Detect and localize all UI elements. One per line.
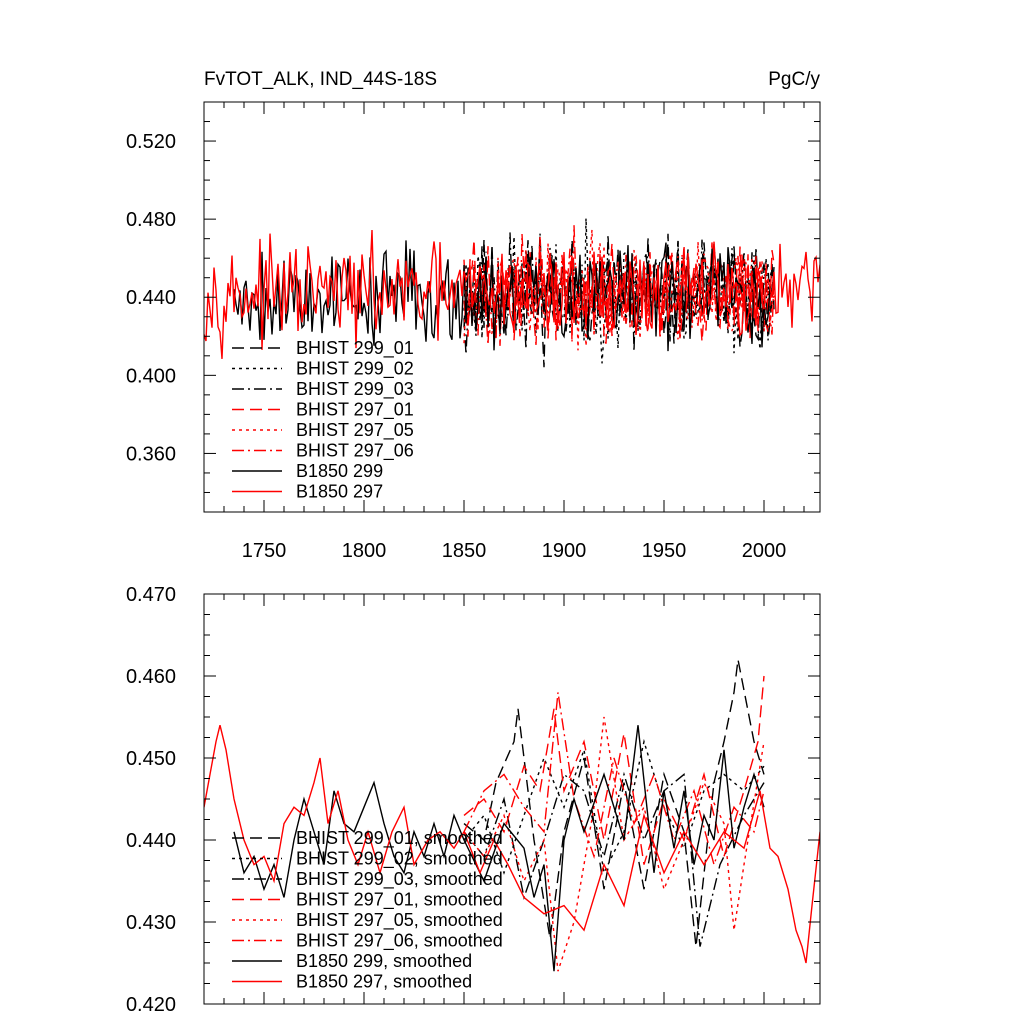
legend-label-bhist-299-01: BHIST 299_01 <box>296 338 414 359</box>
legend-label-bhist-297-01-smoothed: BHIST 297_01, smoothed <box>296 890 503 911</box>
y-tick-label: 0.470 <box>126 584 176 606</box>
legend-label-bhist-297-06: BHIST 297_06 <box>296 441 414 462</box>
y-tick-label: 0.430 <box>126 912 176 934</box>
x-tick-label: 2000 <box>742 540 787 562</box>
legend-label-bhist-299-03: BHIST 299_03 <box>296 379 414 400</box>
series-line-bhist-297-05 <box>463 229 775 351</box>
chart-title: FvTOT_ALK, IND_44S-18S <box>204 69 437 90</box>
y-tick-label: 0.480 <box>126 209 176 231</box>
legend-label-bhist-299-03-smoothed: BHIST 299_03, smoothed <box>296 869 503 890</box>
legend-label-bhist-299-01-smoothed: BHIST 299_01, smoothed <box>296 828 503 849</box>
y-tick-label: 0.520 <box>126 131 176 153</box>
series-line-b1850-297-smoothed <box>204 725 820 964</box>
bottom-chart-panel: 0.420 0.430 0.440 0.450 0.460 0.470 BHIST 299… <box>126 584 821 1016</box>
legend-label-bhist-297-05-smoothed: BHIST 297_05, smoothed <box>296 910 503 931</box>
series-line-b1850-299-smoothed <box>233 725 765 972</box>
x-tick-label: 1950 <box>642 540 687 562</box>
series-line-bhist-297-05-smoothed <box>463 716 765 972</box>
series-line-b1850-299 <box>233 240 775 352</box>
chart-units: PgC/y <box>768 69 820 90</box>
legend-label-bhist-297-01: BHIST 297_01 <box>296 400 414 421</box>
legend-label-bhist-297-05: BHIST 297_05 <box>296 420 414 441</box>
top-series-group <box>204 218 820 368</box>
legend-label-b1850-297-smoothed: B1850 297, smoothed <box>296 972 472 992</box>
series-line-bhist-299-02-smoothed <box>463 738 765 876</box>
y-tick-label: 0.440 <box>126 287 176 309</box>
legend-label-bhist-299-02-smoothed: BHIST 299_02, smoothed <box>296 849 503 870</box>
legend-label-b1850-299-smoothed: B1850 299, smoothed <box>296 951 472 971</box>
series-line-bhist-297-01-smoothed <box>463 675 765 865</box>
top-axes: 0.360 0.400 0.440 0.480 0.520 1750 1800 1850 190… <box>126 101 820 562</box>
y-tick-label: 0.360 <box>126 443 176 465</box>
y-tick-label: 0.440 <box>126 830 176 852</box>
bottom-axes: 0.420 0.430 0.440 0.450 0.460 0.470 <box>126 584 820 1016</box>
legend-label-bhist-299-02: BHIST 299_02 <box>296 359 414 380</box>
top-chart-panel: FvTOT_ALK, IND_44S-18S PgC/y 0.3600.4000… <box>126 69 821 562</box>
y-tick-label: 0.450 <box>126 748 176 770</box>
x-tick-label: 1800 <box>342 540 387 562</box>
legend-label-bhist-297-06-smoothed: BHIST 297_06, smoothed <box>296 931 503 952</box>
x-tick-label: 1750 <box>242 540 287 562</box>
legend-label-b1850-297: B1850 297 <box>296 482 383 502</box>
series-line-b1850-297 <box>204 229 820 359</box>
series-line-bhist-297-01 <box>463 236 775 345</box>
bottom-series-group <box>204 659 820 972</box>
x-tick-label: 1850 <box>442 540 487 562</box>
legend-label-b1850-299: B1850 299 <box>296 461 383 481</box>
top-plot-frame <box>203 101 821 513</box>
series-line-bhist-299-03-smoothed <box>463 771 765 947</box>
y-tick-label: 0.420 <box>126 994 176 1016</box>
x-tick-label: 1900 <box>542 540 587 562</box>
y-tick-label: 0.400 <box>126 365 176 387</box>
series-line-bhist-299-01-smoothed <box>463 659 765 947</box>
series-line-bhist-297-06-smoothed <box>463 692 765 867</box>
y-tick-label: 0.460 <box>126 666 176 688</box>
